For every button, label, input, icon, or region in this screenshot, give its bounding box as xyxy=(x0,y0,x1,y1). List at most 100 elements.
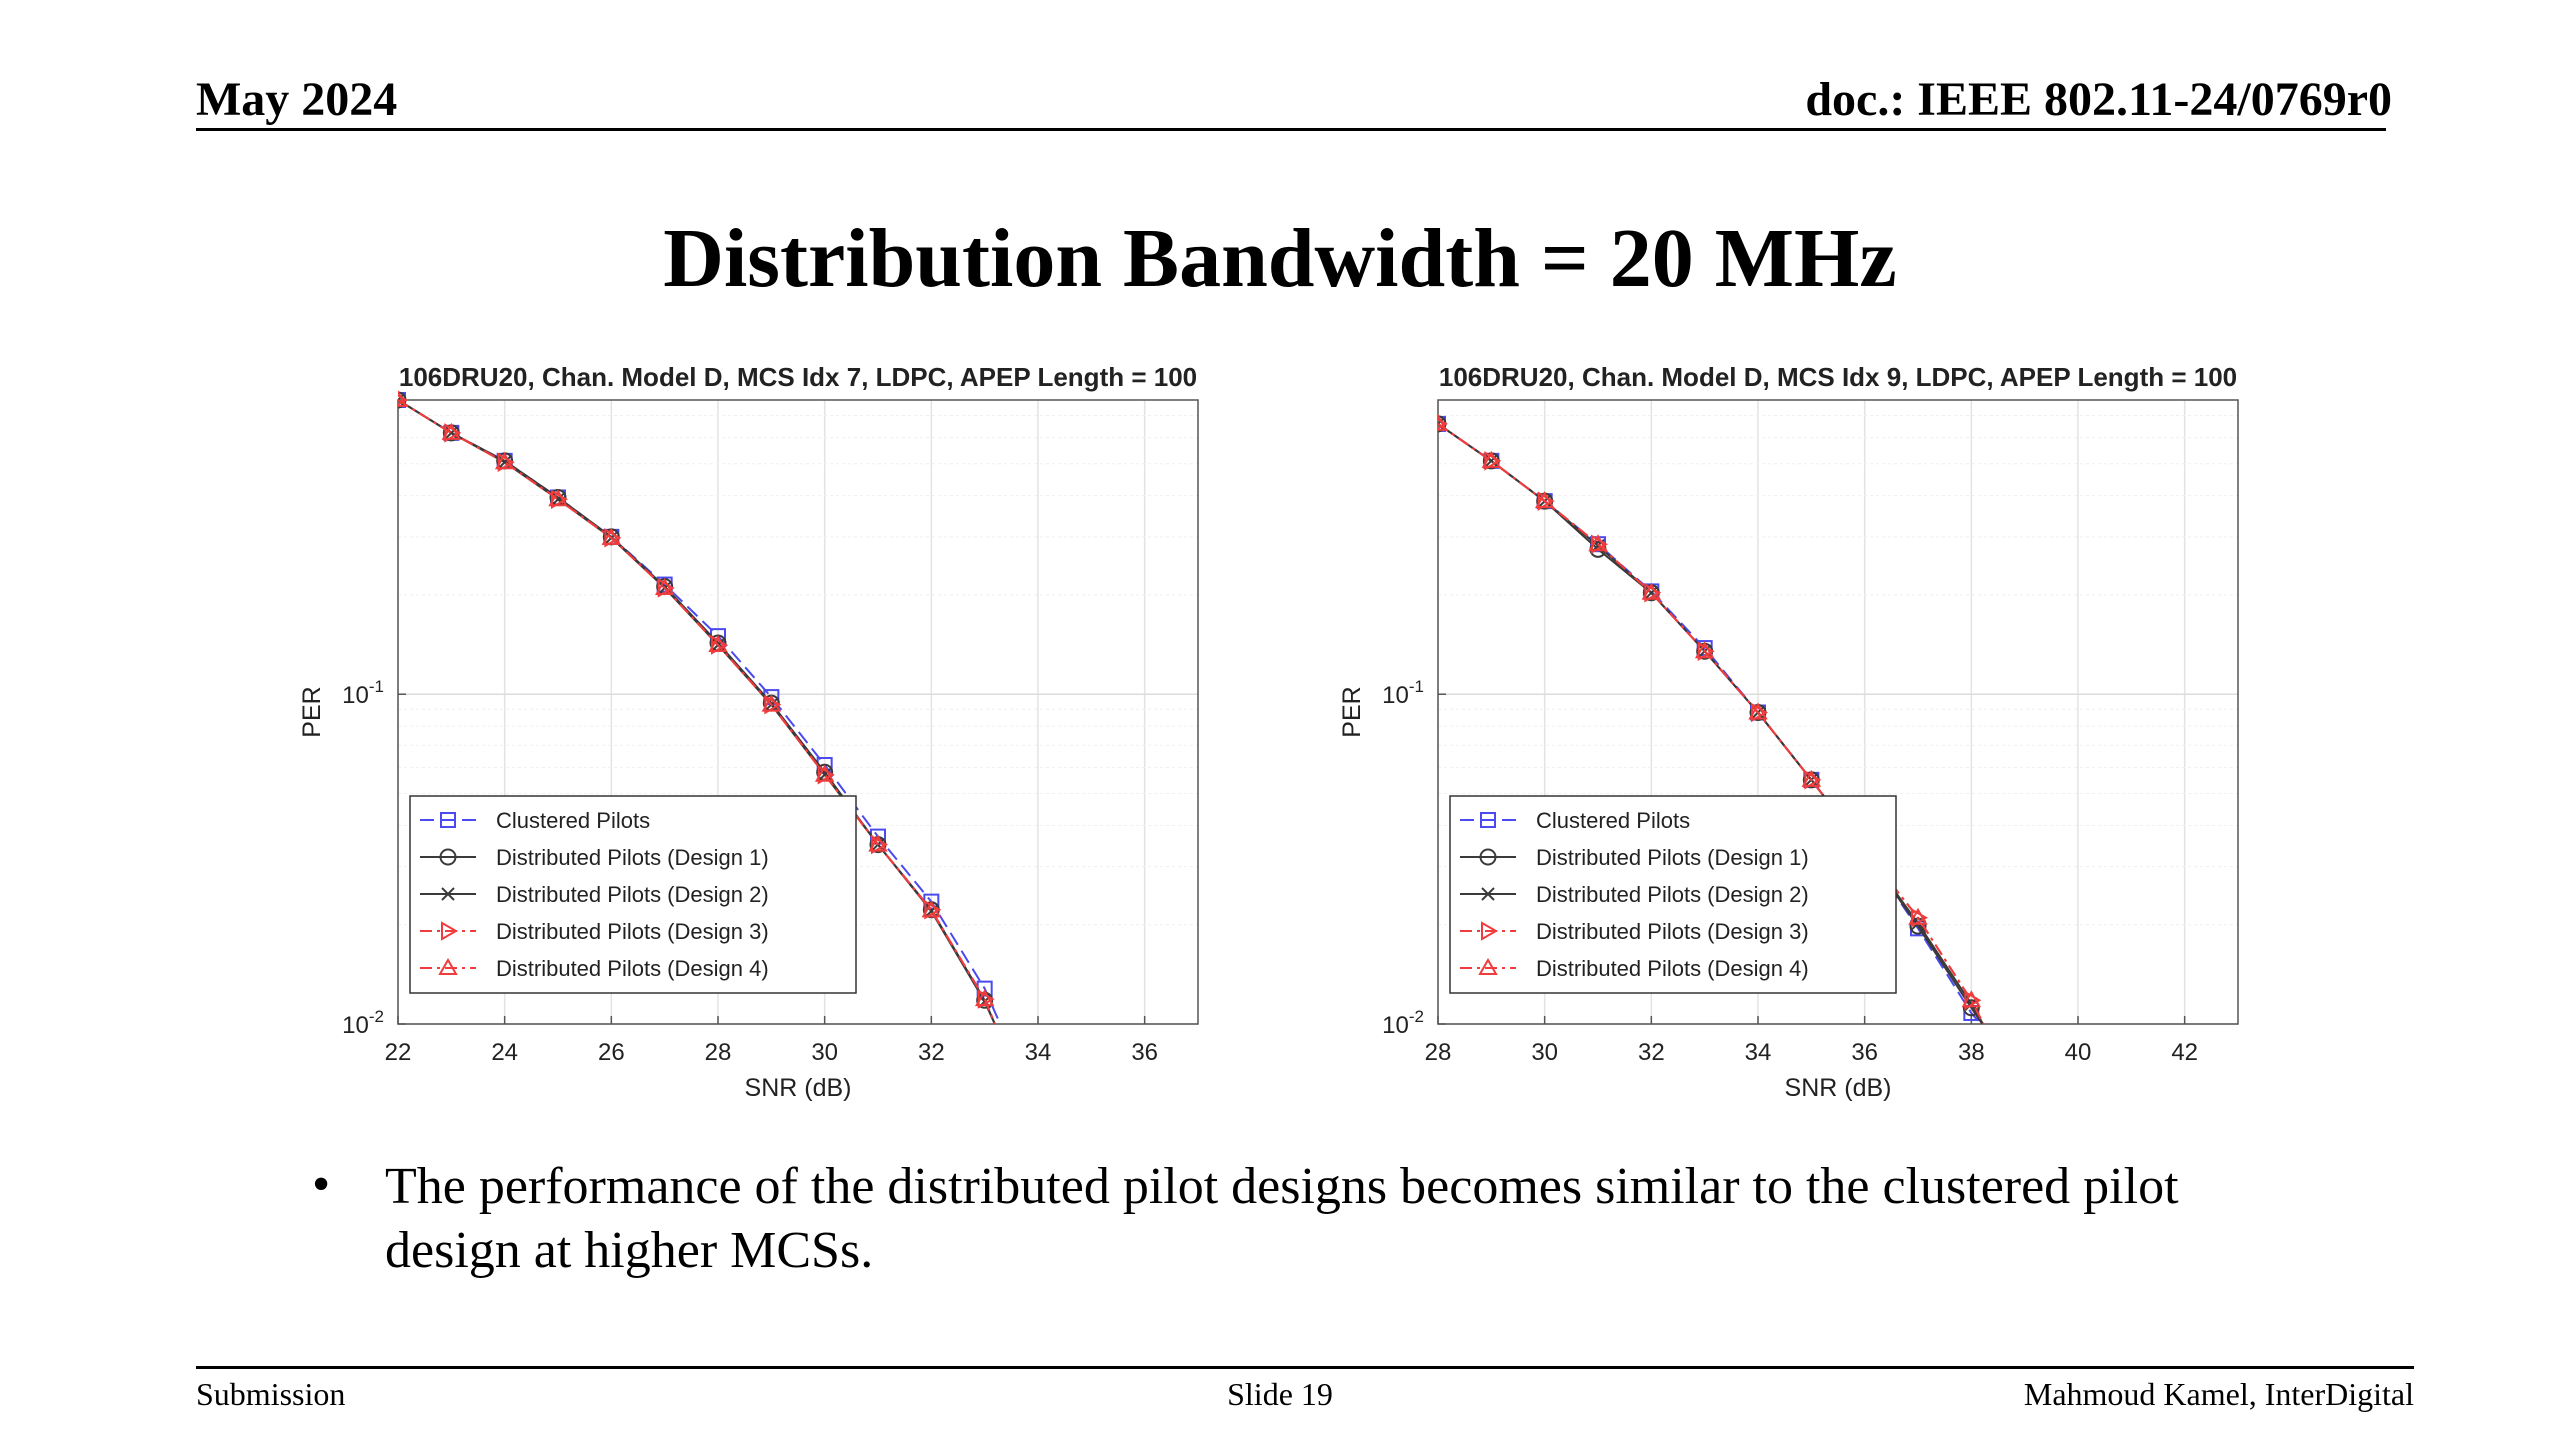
data-point xyxy=(871,834,889,855)
data-point xyxy=(398,394,409,406)
bullet-dot: • xyxy=(312,1156,331,1213)
x-tick-label: 34 xyxy=(1025,1039,1052,1066)
plot-area-box xyxy=(1437,399,2239,1025)
data-point xyxy=(657,578,675,598)
legend: Clustered Pilots Distributed Pilots (Desi… xyxy=(409,795,857,994)
legend-box xyxy=(409,795,857,994)
data-point xyxy=(1751,702,1769,723)
plot-area-box xyxy=(397,399,1199,1025)
data-point xyxy=(1961,990,1982,1008)
y-axis-label: PER xyxy=(298,686,326,737)
legend-marker xyxy=(1481,887,1495,901)
x-axis-label: SNR (dB) xyxy=(745,1074,852,1102)
data-point xyxy=(764,694,782,715)
data-point xyxy=(398,390,408,407)
x-axis-label: SNR (dB) xyxy=(1785,1074,1892,1102)
data-point xyxy=(444,426,459,440)
slide-title: Distribution Bandwidth = 20 MHz xyxy=(663,212,1897,305)
data-point xyxy=(1964,990,1982,1011)
data-point xyxy=(1641,582,1662,600)
legend-marker xyxy=(1478,957,1498,975)
per-chart-mcs9: 28 30 32 34 36 38 40 42 10-1 10-2 106DRU20, Chan. … xyxy=(1338,362,2239,1102)
data-point xyxy=(1697,641,1715,661)
legend-label: Clustered Pilots xyxy=(1536,808,1690,833)
legend-marker xyxy=(1480,812,1496,828)
data-point xyxy=(1481,450,1502,468)
x-tick-label: 30 xyxy=(1531,1039,1558,1066)
data-point xyxy=(604,528,622,548)
legend-box xyxy=(1449,795,1897,994)
footer-rule xyxy=(196,1366,2414,1369)
header-date: May 2024 xyxy=(196,73,398,126)
data-point xyxy=(921,900,942,918)
legend-entry: Clustered Pilots xyxy=(1460,808,1690,833)
series-line xyxy=(1438,423,1983,1024)
x-tick-label: 32 xyxy=(918,1039,945,1066)
footer-slide-number: Slide 19 xyxy=(1227,1376,1333,1412)
chart-title: 106DRU20, Chan. Model D, MCS Idx 9, LDPC… xyxy=(1439,362,2237,392)
data-point xyxy=(1438,413,1448,431)
x-tick-label: 32 xyxy=(1638,1039,1665,1066)
data-point xyxy=(1748,702,1768,720)
x-tick-label: 28 xyxy=(705,1039,732,1066)
data-point xyxy=(1694,641,1715,659)
legend-entry: Distributed Pilots (Design 1) xyxy=(1460,845,1809,870)
legend-entry: Distributed Pilots (Design 4) xyxy=(1460,956,1809,981)
data-point xyxy=(654,577,675,595)
data-point xyxy=(601,527,622,545)
data-point xyxy=(1438,418,1449,430)
legend-marker xyxy=(439,848,457,866)
data-point xyxy=(441,422,462,440)
x-tick-label: 30 xyxy=(811,1039,838,1066)
x-tick-label: 24 xyxy=(491,1039,518,1066)
legend-entry: Distributed Pilots (Design 2) xyxy=(1460,882,1809,907)
data-point xyxy=(551,489,569,510)
data-point xyxy=(1644,583,1662,603)
data-point xyxy=(497,452,515,472)
legend-entry: Distributed Pilots (Design 3) xyxy=(420,919,769,944)
data-point xyxy=(868,834,888,852)
y-axis-label: PER xyxy=(1338,686,1366,737)
data-point xyxy=(761,694,782,712)
data-point xyxy=(1588,534,1608,552)
data-point xyxy=(1911,908,1929,928)
legend: Clustered Pilots Distributed Pilots (Desi… xyxy=(1449,795,1897,994)
chart-title: 106DRU20, Chan. Model D, MCS Idx 7, LDPC… xyxy=(399,362,1197,392)
legend-entry: Distributed Pilots (Design 3) xyxy=(1460,919,1809,944)
x-tick-label: 26 xyxy=(598,1039,625,1066)
legend-marker xyxy=(440,812,456,828)
series-line xyxy=(398,399,997,1024)
y-tick-label: 10-2 xyxy=(342,1007,384,1039)
x-tick-label: 42 xyxy=(2171,1039,2198,1066)
header-doc-id: doc.: IEEE 802.11-24/0769r0 xyxy=(1805,73,2392,126)
series-design4 xyxy=(398,390,997,1024)
data-point xyxy=(1962,999,1980,1017)
legend-marker xyxy=(438,957,458,975)
data-point xyxy=(1534,491,1555,509)
y-tick-label: 10-1 xyxy=(1382,677,1424,709)
legend-label: Clustered Pilots xyxy=(496,808,650,833)
legend-entry: Distributed Pilots (Design 4) xyxy=(420,956,769,981)
legend-label: Distributed Pilots (Design 3) xyxy=(1536,919,1809,944)
bullet-text: The performance of the distributed pilot… xyxy=(385,1158,2179,1279)
x-tick-label: 28 xyxy=(1425,1039,1452,1066)
data-point xyxy=(444,423,462,443)
legend-label: Distributed Pilots (Design 2) xyxy=(496,882,769,907)
legend-label: Distributed Pilots (Design 2) xyxy=(1536,882,1809,907)
x-tick-label: 36 xyxy=(1131,1039,1158,1066)
data-point xyxy=(814,764,835,782)
data-point xyxy=(1484,451,1502,471)
y-tick-label: 10-2 xyxy=(1382,1007,1424,1039)
data-point xyxy=(1537,491,1555,511)
data-point xyxy=(711,635,729,655)
legend-label: Distributed Pilots (Design 1) xyxy=(1536,845,1809,870)
data-point xyxy=(494,452,515,470)
x-tick-label: 38 xyxy=(1958,1039,1985,1066)
footer-author: Mahmoud Kamel, InterDigital xyxy=(2023,1376,2414,1412)
header-rule xyxy=(196,128,2386,131)
data-point xyxy=(548,489,568,507)
data-point xyxy=(1484,454,1499,468)
data-point xyxy=(817,764,835,785)
legend-marker xyxy=(1481,921,1499,941)
x-tick-label: 40 xyxy=(2065,1039,2092,1066)
